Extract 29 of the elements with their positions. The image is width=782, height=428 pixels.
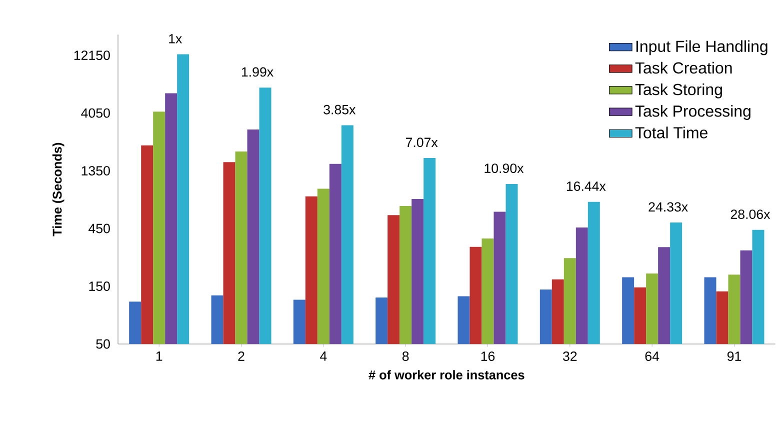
y-tick-label: 1350 [82,166,110,176]
x-tick-label: 2 [238,352,244,361]
annotation: 28.06x [730,210,770,219]
y-tick-label: 150 [89,282,110,291]
x-tick-label: 4 [320,352,327,361]
y-tick-label: 450 [88,224,110,234]
x-tick-label: 64 [645,352,660,361]
legend-label: Total Time [635,126,708,138]
y-tick-label: 12150 [74,50,110,60]
legend-label: Input File Handling [636,40,768,56]
annotation: 10.90x [484,164,524,174]
x-tick-label: 32 [562,352,577,361]
y-tick-label: 4050 [81,108,110,118]
x-axis-title: # of worker role instances [368,370,524,380]
legend-label: Task Storing [635,83,722,98]
x-tick-label: 91 [727,352,742,361]
legend-label: Task Processing [635,105,750,120]
y-tick-label: 50 [96,339,110,349]
annotation: 1x [169,34,182,44]
x-tick-label: 8 [402,352,409,361]
annotation: 24.33x [648,202,688,212]
x-tick-label: 1 [156,352,162,361]
annotation: 16.44x [566,182,606,191]
annotation: 7.07x [406,138,438,148]
y-axis-title: Time (Seconds) [52,142,64,236]
annotation: 3.85x [324,104,356,114]
annotation: 1.99x [242,67,274,77]
x-tick-label: 16 [481,352,495,361]
legend-label: Task Creation [635,62,732,74]
